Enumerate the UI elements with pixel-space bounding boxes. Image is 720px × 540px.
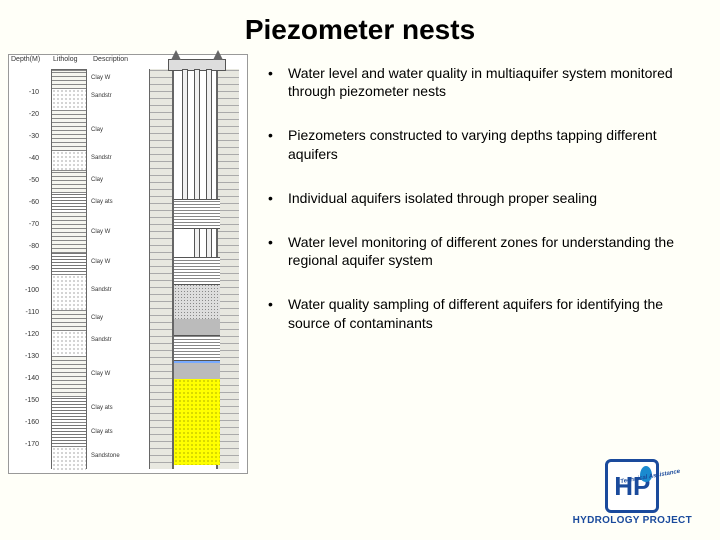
bullet-icon: • [268,64,288,100]
depth-tick: -70 [11,221,39,228]
logo-badge: HP Technical Assistance [605,459,659,513]
layer-description: Clay W [91,371,110,377]
layer-description: Clay W [91,259,110,265]
well-screen [174,335,220,361]
lithology-layer [52,110,86,150]
bullet-text: Piezometers constructed to varying depth… [288,126,696,162]
lithology-layer [52,330,86,356]
lithology-layer [52,252,86,274]
depth-tick: -20 [11,111,39,118]
depth-tick: -60 [11,199,39,206]
bullet-text: Water quality sampling of different aqui… [288,295,696,331]
page-title: Piezometer nests [0,0,720,54]
layer-description: Sandstr [91,155,112,161]
layer-description: Sandstr [91,337,112,343]
layer-description: Clay ats [91,429,113,435]
layer-description: Clay W [91,229,110,235]
depth-tick: -170 [11,441,39,448]
description-column: Clay W Sandstr Clay Sandstr Clay Clay ats Clay… [89,69,135,469]
depth-tick: -130 [11,353,39,360]
bullet-icon: • [268,189,288,207]
depth-tick: -120 [11,331,39,338]
lithology-layer [52,192,86,212]
bullet-icon: • [268,295,288,331]
bullet-text: Water level and water quality in multiaq… [288,64,696,100]
bullet-list: •Water level and water quality in multia… [248,54,720,474]
piezometer-diagram: Depth(M) Litholog Description -10-20-30-… [8,54,248,474]
list-item: •Water level monitoring of different zon… [268,233,696,269]
bullet-icon: • [268,126,288,162]
lithology-layer [52,356,86,396]
layer-description: Clay [91,315,103,321]
depth-tick: -30 [11,133,39,140]
lithology-layer [52,396,86,422]
piezometer-pipe-2 [194,69,200,269]
lithology-layer [52,70,86,88]
depth-tick: -10 [11,89,39,96]
depth-tick: -40 [11,155,39,162]
logo-project: HYDROLOGY PROJECT [573,515,692,526]
layer-description: Clay W [91,75,110,81]
lithology-layer [52,88,86,110]
bullet-text: Individual aquifers isolated through pro… [288,189,597,207]
lithology-layer [52,212,86,252]
well-fill [174,363,220,379]
layer-description: Sandstr [91,93,112,99]
lithology-layer [52,170,86,192]
lithology-layer [52,150,86,170]
layer-description: Clay [91,127,103,133]
lithology-layer [52,274,86,310]
list-item: •Water quality sampling of different aqu… [268,295,696,331]
layer-description: Clay ats [91,405,113,411]
depth-axis: -10 -20 -30 -40 -50 -60 -70 -80 -90 -100 -110 -120 -… [11,55,49,473]
list-item: •Piezometers constructed to varying dept… [268,126,696,162]
lithology-column [51,69,87,469]
lithology-layer [52,422,86,446]
well-screen [174,199,220,229]
list-item: •Individual aquifers isolated through pr… [268,189,696,207]
well-schematic [149,69,239,469]
litholog-header: Litholog [53,56,78,63]
content-row: Depth(M) Litholog Description -10-20-30-… [0,54,720,474]
borehole [172,69,218,469]
depth-tick: -100 [11,287,39,294]
bullet-icon: • [268,233,288,269]
list-item: •Water level and water quality in multia… [268,64,696,100]
depth-tick: -90 [11,265,39,272]
bullet-text: Water level monitoring of different zone… [288,233,696,269]
depth-tick: -110 [11,309,39,316]
logo: HP Technical Assistance HYDROLOGY PROJEC… [573,459,692,526]
well-screen [174,257,220,285]
depth-tick: -140 [11,375,39,382]
layer-description: Clay [91,177,103,183]
depth-tick: -150 [11,397,39,404]
well-fill [174,379,220,465]
description-header: Description [93,56,128,63]
layer-description: Sandstone [91,453,120,459]
depth-tick: -50 [11,177,39,184]
piezometer-pipe-1 [182,69,188,209]
depth-tick: -160 [11,419,39,426]
lithology-layer [52,310,86,330]
layer-description: Clay ats [91,199,113,205]
bullet-ul: •Water level and water quality in multia… [268,64,696,332]
lithology-layer [52,446,86,470]
layer-description: Sandstr [91,287,112,293]
depth-tick: -80 [11,243,39,250]
